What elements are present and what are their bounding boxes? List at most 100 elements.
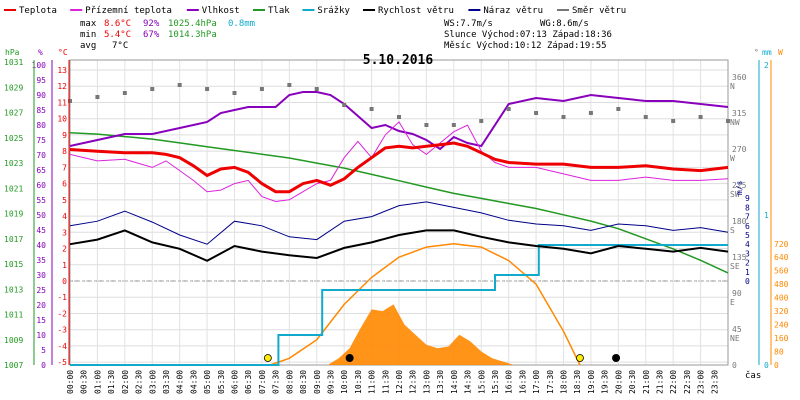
- hpa-tick-label: 1021: [4, 184, 23, 193]
- wind-tick-label: 1: [745, 268, 750, 277]
- x-tick-label: 12:00: [395, 370, 404, 394]
- wind-direction-point: [259, 87, 264, 91]
- wind-direction-point: [424, 123, 429, 127]
- temp-tick-label: 11: [57, 98, 67, 107]
- pct-tick-label: 20: [36, 301, 46, 310]
- pct-tick-label: 90: [36, 91, 46, 100]
- solar-layer: [269, 243, 581, 366]
- temp-tick-label: -5: [57, 358, 67, 367]
- solar-tick-label: 640: [774, 253, 789, 262]
- x-tick-label: 02:00: [121, 370, 130, 394]
- direction-tick-label: 45: [732, 325, 742, 334]
- wind-direction-point: [451, 123, 456, 127]
- temp-tick-label: 10: [57, 115, 67, 124]
- pct-tick-label: 75: [36, 136, 46, 145]
- hpa-tick-label: 1031: [4, 58, 23, 67]
- x-tick-label: 02:30: [135, 370, 144, 394]
- wind-direction-point: [232, 91, 237, 95]
- wind-tick-label: 5: [745, 231, 750, 240]
- hpa-tick-label: 1025: [4, 134, 23, 143]
- stats-press-max: 1025.4hPa: [168, 19, 217, 29]
- direction-tick-name: W: [730, 154, 735, 163]
- stats-max-label: max: [80, 19, 97, 29]
- wind-direction-point: [643, 115, 648, 119]
- hpa-tick-label: 1017: [4, 235, 23, 244]
- hpa-tick-label: 1015: [4, 260, 23, 269]
- rain-line: [70, 244, 728, 366]
- pct-tick-label: 0: [41, 361, 46, 370]
- wind-direction-point: [150, 87, 155, 91]
- stats-rain: 0.8mm: [228, 19, 255, 29]
- x-tick-label: 11:30: [381, 370, 390, 394]
- x-tick-label: 19:00: [587, 370, 596, 394]
- pct-tick-label: 45: [36, 226, 46, 235]
- temperature-line: [69, 141, 729, 194]
- pct-tick-label: 100: [32, 61, 47, 70]
- direction-tick-label: 135: [732, 253, 747, 262]
- wind-direction-point: [534, 111, 539, 115]
- x-tick-label: 23:00: [697, 370, 706, 394]
- temp-tick-label: 5: [62, 196, 67, 205]
- hpa-tick-label: 1019: [4, 210, 23, 219]
- x-tick-label: 00:00: [66, 370, 75, 394]
- legend-label: Směr větru: [572, 6, 626, 16]
- stats-moon: Měsíc Východ:10:12 Západ:19:55: [444, 41, 607, 51]
- x-tick-label: 18:30: [573, 370, 582, 394]
- temp-tick-label: 9: [62, 131, 67, 140]
- solar-tick-label: 320: [774, 307, 789, 316]
- hpa-tick-label: 1013: [4, 285, 23, 294]
- x-tick-label: 04:00: [176, 370, 185, 394]
- moonrise-marker: [345, 354, 354, 362]
- wind-direction-point: [314, 87, 319, 91]
- temp-tick-label: -3: [57, 326, 67, 335]
- stats-wg: WG:8.6m/s: [540, 19, 589, 29]
- hpa-axis-label: hPa: [5, 48, 20, 57]
- moonset-marker: [612, 354, 621, 362]
- x-tick-label: 17:00: [532, 370, 541, 394]
- x-tick-label: 14:30: [464, 370, 473, 394]
- pct-tick-label: 40: [36, 241, 46, 250]
- x-tick-label: 08:00: [285, 370, 294, 394]
- x-tick-label: 01:00: [93, 370, 102, 394]
- pct-tick-label: 5: [41, 346, 46, 355]
- wind-tick-label: 8: [745, 203, 750, 212]
- wind-direction-point: [287, 83, 292, 87]
- solar-tick-label: 480: [774, 280, 789, 289]
- direction-tick-label: 315: [732, 109, 747, 118]
- stats-press-min: 1014.3hPa: [168, 30, 217, 40]
- pct-axis-label: %: [38, 48, 43, 57]
- pct-tick-label: 85: [36, 106, 46, 115]
- x-tick-label: 11:00: [368, 370, 377, 394]
- axes-layer: hPa% °C1007100910111013101510171019102110…: [4, 48, 789, 394]
- stats-hum-max: 92%: [143, 19, 160, 29]
- pct-tick-label: 55: [36, 196, 46, 205]
- solar-tick-label: 720: [774, 240, 789, 249]
- stats-hum-min: 67%: [143, 30, 160, 40]
- solar-tick-label: 240: [774, 321, 789, 330]
- series-layer: [69, 91, 729, 366]
- direction-tick-name: NW: [730, 118, 740, 127]
- legend-label: Vlhkost: [202, 6, 240, 16]
- wind-direction-point: [671, 119, 676, 123]
- degc-axis-label: °C: [58, 48, 68, 57]
- x-tick-label: 00:30: [80, 370, 89, 394]
- wind-direction-point: [616, 107, 621, 111]
- x-tick-label: 18:00: [560, 370, 569, 394]
- stats-sun: Slunce Východ:07:13 Západ:18:36: [444, 30, 612, 40]
- wind-gust-line: [69, 201, 729, 245]
- pct-tick-label: 35: [36, 256, 46, 265]
- x-tick-label: 23:30: [710, 370, 719, 394]
- chart-title: 5.10.2016: [363, 53, 434, 68]
- temp-tick-label: 4: [62, 212, 67, 221]
- hpa-tick-label: 1029: [4, 83, 23, 92]
- direction-tick-label: 360: [732, 73, 747, 82]
- solar-tick-label: 80: [774, 348, 784, 357]
- wind-direction-point: [177, 83, 182, 87]
- wind-direction-point: [122, 91, 127, 95]
- direction-tick-label: 90: [732, 289, 742, 298]
- pct-tick-label: 70: [36, 151, 46, 160]
- x-tick-label: 15:30: [491, 370, 500, 394]
- temp-tick-label: 2: [62, 245, 67, 254]
- temp-tick-label: 7: [62, 163, 67, 172]
